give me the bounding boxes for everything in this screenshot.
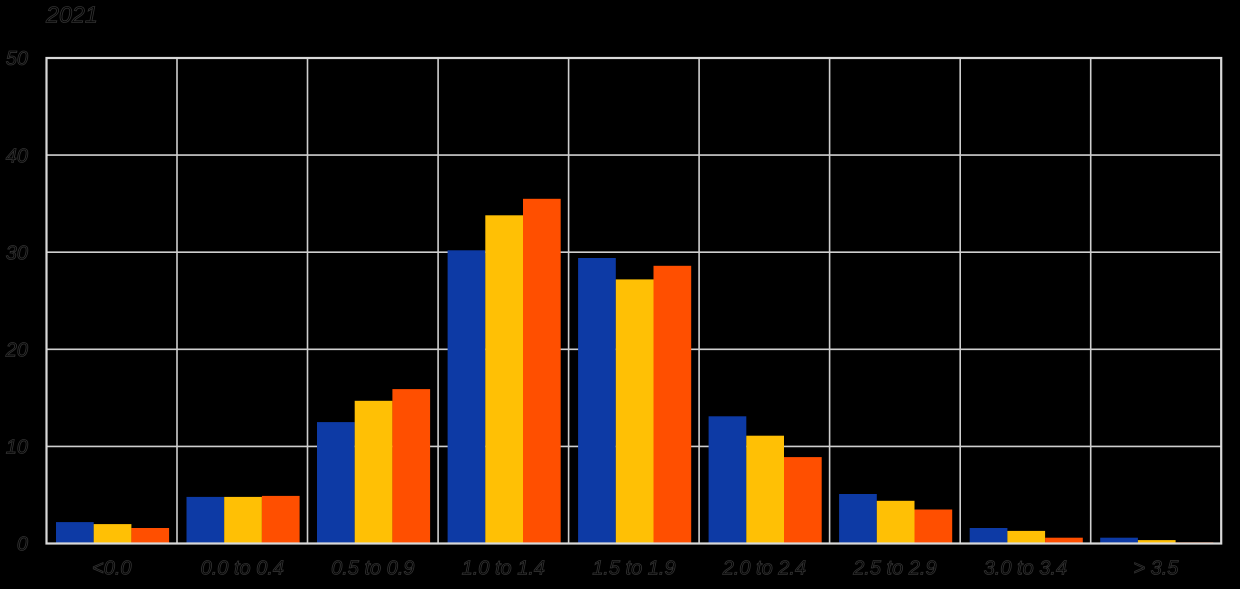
svg-text:1.0 to 1.4: 1.0 to 1.4 (462, 558, 545, 580)
svg-text:<0.0: <0.0 (92, 558, 131, 580)
svg-text:0: 0 (17, 534, 28, 556)
svg-text:2.5 to 2.9: 2.5 to 2.9 (852, 558, 936, 580)
svg-text:20: 20 (5, 340, 28, 362)
svg-text:0.5 to 0.9: 0.5 to 0.9 (331, 558, 414, 580)
svg-text:2021: 2021 (45, 2, 98, 28)
svg-text:50: 50 (6, 48, 28, 70)
svg-text:10: 10 (6, 437, 28, 459)
svg-text:1.5 to 1.9: 1.5 to 1.9 (592, 558, 675, 580)
svg-text:3.0 to 3.4: 3.0 to 3.4 (984, 558, 1067, 580)
svg-text:0.0 to 0.4: 0.0 to 0.4 (201, 558, 284, 580)
svg-text:> 3.5: > 3.5 (1133, 558, 1179, 580)
svg-text:40: 40 (6, 145, 28, 167)
svg-text:30: 30 (6, 242, 28, 264)
svg-text:2.0 to 2.4: 2.0 to 2.4 (722, 558, 806, 580)
